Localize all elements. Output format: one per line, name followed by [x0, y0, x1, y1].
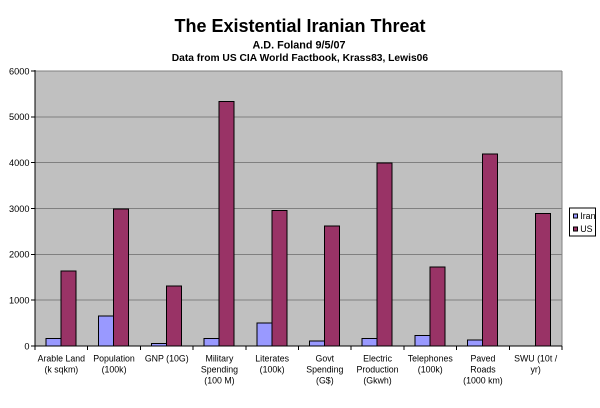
svg-text:Arable Land: Arable Land: [38, 354, 86, 364]
svg-text:(Gkwh): (Gkwh): [363, 375, 391, 385]
svg-text:(100 M): (100 M): [204, 375, 234, 385]
svg-text:2000: 2000: [9, 250, 29, 260]
svg-text:(k sqkm): (k sqkm): [44, 365, 78, 375]
svg-text:Spending: Spending: [201, 365, 238, 375]
svg-text:4000: 4000: [9, 158, 29, 168]
svg-text:(G$): (G$): [316, 375, 334, 385]
svg-text:yr): yr): [531, 365, 541, 375]
svg-text:Spending: Spending: [306, 365, 343, 375]
svg-text:Electric: Electric: [363, 354, 392, 364]
svg-text:US: US: [580, 224, 592, 234]
svg-text:5000: 5000: [9, 112, 29, 122]
svg-text:A.D. Foland 9/5/07: A.D. Foland 9/5/07: [253, 40, 346, 52]
svg-text:Literates: Literates: [255, 354, 289, 364]
svg-text:The Existential Iranian Threat: The Existential Iranian Threat: [174, 16, 425, 36]
svg-text:Military: Military: [206, 354, 234, 364]
svg-text:Roads: Roads: [470, 365, 496, 375]
svg-text:3000: 3000: [9, 204, 29, 214]
svg-text:Production: Production: [357, 365, 399, 375]
svg-text:6000: 6000: [9, 66, 29, 76]
svg-text:Iran: Iran: [580, 211, 595, 221]
svg-text:(1000 km): (1000 km): [463, 375, 503, 385]
svg-text:Paved: Paved: [470, 354, 495, 364]
svg-text:(100k): (100k): [260, 365, 285, 375]
svg-text:Population: Population: [93, 354, 135, 364]
svg-text:0: 0: [24, 341, 29, 351]
svg-text:Telephones: Telephones: [408, 354, 454, 364]
svg-text:SWU (10t /: SWU (10t /: [514, 354, 558, 364]
svg-text:(100k): (100k): [102, 365, 127, 375]
svg-text:GNP (10G): GNP (10G): [145, 354, 189, 364]
svg-text:Govt: Govt: [316, 354, 335, 364]
svg-text:1000: 1000: [9, 295, 29, 305]
svg-text:(100k): (100k): [418, 365, 443, 375]
svg-text:Data from US CIA World Factboo: Data from US CIA World Factbook, Krass83…: [172, 53, 429, 64]
